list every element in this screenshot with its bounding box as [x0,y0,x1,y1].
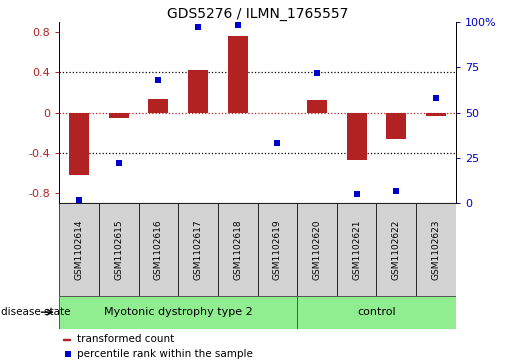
Text: GSM1102618: GSM1102618 [233,219,242,280]
Bar [337,203,376,296]
Bar [416,203,456,296]
Bar [307,101,327,113]
Text: GSM1102615: GSM1102615 [114,219,123,280]
Point [114,160,123,166]
Text: control: control [357,307,396,317]
Text: GSM1102622: GSM1102622 [392,219,401,280]
Point [194,24,202,30]
Bar [148,99,168,113]
Bar [59,203,99,296]
Point [352,191,360,197]
Text: GSM1102616: GSM1102616 [154,219,163,280]
Bar [178,203,218,296]
Bar [376,203,416,296]
Point [273,140,281,146]
Text: disease state: disease state [1,307,71,317]
Text: GSM1102621: GSM1102621 [352,219,361,280]
Text: GSM1102617: GSM1102617 [194,219,202,280]
Bar [69,113,89,175]
Bar [426,113,446,115]
Point [392,188,401,193]
Text: GSM1102620: GSM1102620 [313,219,321,280]
Bar [258,203,297,296]
Bar [386,113,406,139]
Bar [139,203,178,296]
Bar [99,203,139,296]
Bar [297,296,456,329]
Point [313,70,321,76]
Text: GSM1102619: GSM1102619 [273,219,282,280]
Point [75,197,83,203]
Bar [297,203,337,296]
Point [233,23,242,28]
Bar [109,113,129,118]
Text: Myotonic dystrophy type 2: Myotonic dystrophy type 2 [104,307,252,317]
Text: GSM1102614: GSM1102614 [75,219,83,280]
Text: percentile rank within the sample: percentile rank within the sample [77,350,253,359]
Point [432,95,440,101]
Bar [63,339,71,340]
Bar [218,203,258,296]
Text: GSM1102623: GSM1102623 [432,219,440,280]
Bar [188,70,208,113]
Point [154,77,162,83]
Bar [347,113,367,160]
Title: GDS5276 / ILMN_1765557: GDS5276 / ILMN_1765557 [167,7,348,21]
Text: transformed count: transformed count [77,334,174,344]
Point [64,351,72,357]
Bar [59,296,297,329]
Bar [228,36,248,113]
